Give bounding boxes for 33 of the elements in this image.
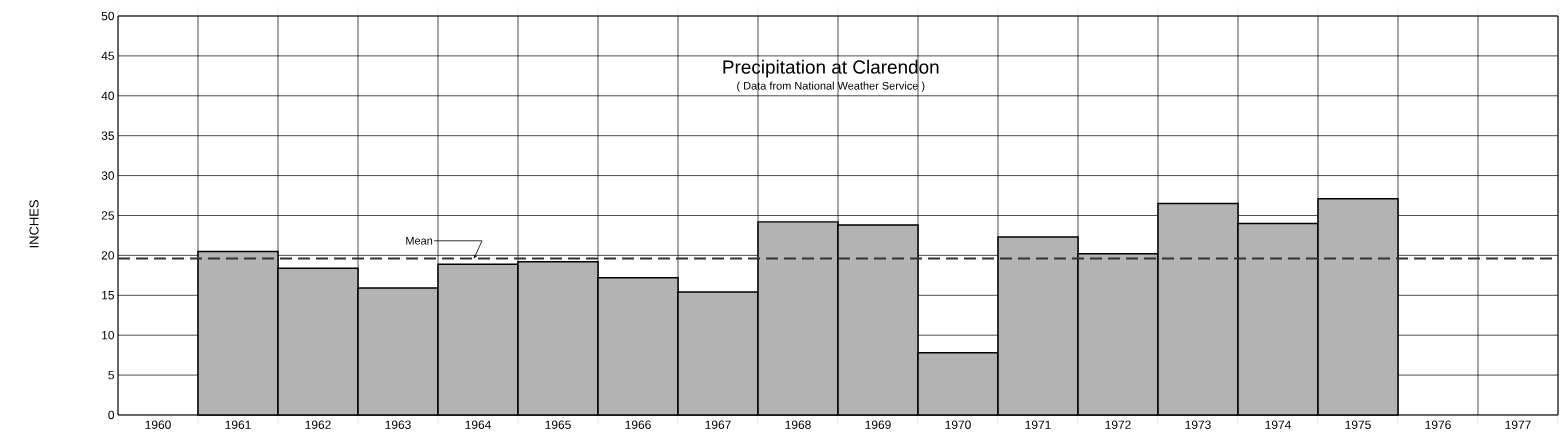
x-tick-label: 1976 xyxy=(1425,420,1451,429)
y-tick-label: 30 xyxy=(101,171,115,180)
y-tick-label: 35 xyxy=(101,131,114,140)
x-tick-label: 1966 xyxy=(625,420,651,429)
x-tick-label: 1967 xyxy=(705,420,731,429)
x-tick-label: 1962 xyxy=(305,420,331,429)
x-tick-label: 1974 xyxy=(1265,420,1291,429)
y-axis-title: INCHES xyxy=(29,200,39,248)
x-tick-label: 1960 xyxy=(145,420,171,429)
x-tick-label: 1972 xyxy=(1105,420,1131,429)
y-tick-label: 5 xyxy=(108,370,114,380)
x-tick-label: 1977 xyxy=(1505,420,1531,429)
text: Precipitation at Clarendon xyxy=(723,59,939,78)
text: ( Data from National Weather Service ) xyxy=(737,81,925,92)
y-tick-label: 0 xyxy=(108,410,115,420)
x-tick-label: 1968 xyxy=(785,420,811,429)
x-tick-label: 1973 xyxy=(1185,420,1211,429)
x-tick-label: 1975 xyxy=(1345,420,1371,429)
y-tick-label: 25 xyxy=(101,211,114,220)
x-tick-label: 1963 xyxy=(385,420,411,429)
x-tick-label: 1961 xyxy=(225,420,251,429)
x-tick-label: 1969 xyxy=(865,420,891,429)
y-tick-label: 45 xyxy=(101,51,114,61)
ref-line-label: Mean xyxy=(406,236,433,245)
y-tick-label: 15 xyxy=(102,291,114,300)
x-tick-label: 1965 xyxy=(545,420,571,429)
y-tick-label: 50 xyxy=(101,11,115,21)
x-tick-label: 1970 xyxy=(945,420,971,429)
y-tick-label: 10 xyxy=(102,330,115,340)
y-tick-label: 20 xyxy=(101,251,115,260)
x-tick-label: 1964 xyxy=(465,420,491,429)
y-tick-label: 40 xyxy=(101,91,115,101)
x-tick-label: 1971 xyxy=(1025,420,1051,429)
